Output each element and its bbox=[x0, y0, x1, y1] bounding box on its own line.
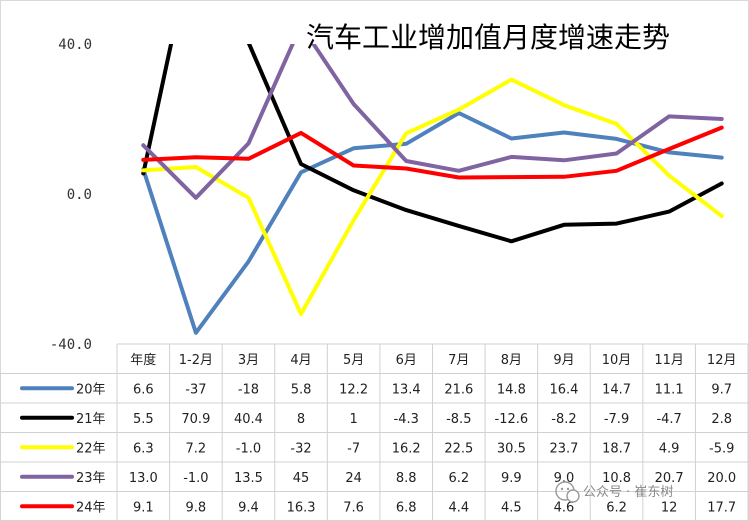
category-label: 3月 bbox=[238, 353, 259, 368]
data-label: -7 bbox=[347, 441, 360, 456]
data-table: 年度 1-2月 3月 4月 5月 6月 7月 8月 9月 10月 11月 12月 20年 6.6 -37 -1… bbox=[0, 343, 749, 521]
y-tick-label: -40.0 bbox=[50, 337, 92, 353]
data-label: 4.6 bbox=[554, 500, 575, 515]
data-label: -7.9 bbox=[604, 412, 629, 427]
data-label: 17.7 bbox=[707, 500, 736, 515]
data-label: 10.8 bbox=[602, 471, 631, 486]
data-label: 7.6 bbox=[343, 500, 364, 515]
data-label: 6.8 bbox=[396, 500, 417, 515]
data-label: 8.8 bbox=[396, 471, 417, 486]
legend-label: 22年 bbox=[76, 441, 106, 456]
data-label: 70.9 bbox=[181, 412, 210, 427]
data-label: 20.7 bbox=[655, 471, 684, 486]
category-label: 7月 bbox=[448, 353, 469, 368]
data-label: 16.2 bbox=[392, 441, 421, 456]
category-label: 10月 bbox=[602, 353, 632, 368]
data-label: 5.8 bbox=[291, 382, 312, 397]
data-label: 18.7 bbox=[602, 441, 631, 456]
data-label: 4.4 bbox=[448, 500, 469, 515]
watermark-text: 公众号 · 崔东树 bbox=[583, 484, 673, 500]
watermark: 公众号 · 崔东树 bbox=[555, 481, 673, 503]
data-label: 13.5 bbox=[234, 471, 263, 486]
legend-label: 20年 bbox=[76, 382, 106, 397]
data-label: 9.7 bbox=[711, 382, 732, 397]
series-line-22年 bbox=[141, 77, 724, 316]
data-label: 4.9 bbox=[659, 441, 680, 456]
data-label: 14.7 bbox=[602, 382, 631, 397]
data-label: 40.4 bbox=[234, 412, 263, 427]
data-label: -8.5 bbox=[446, 412, 471, 427]
category-label: 4月 bbox=[290, 353, 311, 368]
data-label: 9.1 bbox=[133, 500, 154, 515]
legend-label: 21年 bbox=[76, 412, 106, 427]
data-label: 9.0 bbox=[554, 471, 575, 486]
data-label: -4.7 bbox=[656, 412, 681, 427]
data-label: -8.2 bbox=[551, 412, 576, 427]
data-label: -32 bbox=[290, 441, 311, 456]
data-label: 9.9 bbox=[501, 471, 522, 486]
data-label: 13.0 bbox=[129, 471, 158, 486]
series-line-23年 bbox=[141, 44, 724, 200]
data-label: 45 bbox=[293, 471, 310, 486]
chart-title: 汽车工业增加值月度增速走势 bbox=[306, 21, 670, 54]
category-label: 6月 bbox=[396, 353, 417, 368]
data-label: 1 bbox=[349, 412, 357, 427]
data-label: 9.8 bbox=[186, 500, 207, 515]
series-line-24年 bbox=[141, 125, 724, 180]
wechat-icon bbox=[555, 481, 580, 503]
y-tick-label: 0.0 bbox=[67, 187, 92, 203]
data-label: 20.0 bbox=[707, 471, 736, 486]
data-label: 6.2 bbox=[448, 471, 469, 486]
data-label: -1.0 bbox=[236, 441, 261, 456]
data-label: 23.7 bbox=[549, 441, 578, 456]
data-label: 12 bbox=[661, 500, 678, 515]
data-label: 22.5 bbox=[444, 441, 473, 456]
data-label: 5.5 bbox=[133, 412, 154, 427]
data-label: 6.3 bbox=[133, 441, 154, 456]
category-label: 11月 bbox=[654, 353, 684, 368]
data-label: -12.6 bbox=[495, 412, 529, 427]
data-label: 6.2 bbox=[606, 500, 627, 515]
data-label: 21.6 bbox=[444, 382, 473, 397]
data-label: 4.5 bbox=[501, 500, 522, 515]
category-label: 年度 bbox=[130, 352, 156, 368]
data-label: 9.4 bbox=[238, 500, 259, 515]
series-line-21年 bbox=[141, 44, 724, 244]
data-label: -5.9 bbox=[709, 441, 734, 456]
data-label: 2.8 bbox=[711, 412, 732, 427]
y-tick-label: 40.0 bbox=[58, 37, 92, 53]
data-label: -37 bbox=[185, 382, 206, 397]
category-label: 12月 bbox=[707, 353, 737, 368]
data-label: 16.3 bbox=[287, 500, 316, 515]
category-label: 9月 bbox=[553, 353, 574, 368]
data-label: 13.4 bbox=[392, 382, 421, 397]
data-label: -1.0 bbox=[183, 471, 208, 486]
data-label: 16.4 bbox=[549, 382, 578, 397]
legend-label: 24年 bbox=[76, 500, 106, 515]
data-label: -4.3 bbox=[394, 412, 419, 427]
data-label: 11.1 bbox=[655, 382, 684, 397]
line-series-group bbox=[141, 44, 724, 335]
data-label: 14.8 bbox=[497, 382, 526, 397]
series-line-20年 bbox=[141, 111, 724, 335]
category-label: 1-2月 bbox=[179, 353, 213, 368]
data-label: 24 bbox=[345, 471, 362, 486]
data-label: 6.6 bbox=[133, 382, 154, 397]
data-label: 7.2 bbox=[186, 441, 207, 456]
category-label: 8月 bbox=[501, 353, 522, 368]
category-label: 5月 bbox=[343, 353, 364, 368]
data-label: 30.5 bbox=[497, 441, 526, 456]
data-label: 8 bbox=[297, 412, 305, 427]
legend-label: 23年 bbox=[76, 471, 106, 486]
data-label: 12.2 bbox=[339, 382, 368, 397]
y-axis: 40.0 0.0 -40.0 bbox=[50, 37, 92, 353]
data-label: -18 bbox=[238, 382, 259, 397]
